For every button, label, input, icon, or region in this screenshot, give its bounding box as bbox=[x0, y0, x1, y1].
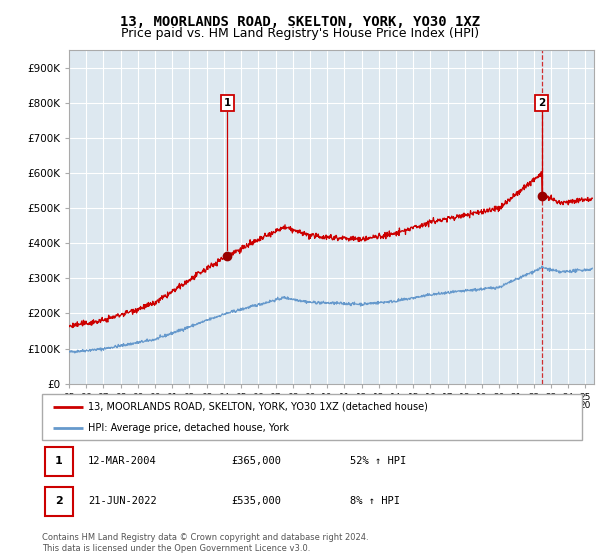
Text: 21-JUN-2022: 21-JUN-2022 bbox=[88, 496, 157, 506]
Text: 2: 2 bbox=[55, 496, 62, 506]
Text: 13, MOORLANDS ROAD, SKELTON, YORK, YO30 1XZ: 13, MOORLANDS ROAD, SKELTON, YORK, YO30 … bbox=[120, 15, 480, 29]
Text: 12-MAR-2004: 12-MAR-2004 bbox=[88, 456, 157, 466]
Bar bbox=[45, 447, 73, 476]
Text: £365,000: £365,000 bbox=[231, 456, 281, 466]
Text: 13, MOORLANDS ROAD, SKELTON, YORK, YO30 1XZ (detached house): 13, MOORLANDS ROAD, SKELTON, YORK, YO30 … bbox=[88, 402, 428, 412]
Text: 1: 1 bbox=[55, 456, 62, 466]
Text: 8% ↑ HPI: 8% ↑ HPI bbox=[350, 496, 400, 506]
Bar bbox=[45, 487, 73, 516]
Text: £535,000: £535,000 bbox=[231, 496, 281, 506]
Text: 52% ↑ HPI: 52% ↑ HPI bbox=[350, 456, 406, 466]
Text: 2: 2 bbox=[538, 98, 545, 108]
Text: HPI: Average price, detached house, York: HPI: Average price, detached house, York bbox=[88, 423, 289, 433]
Text: Price paid vs. HM Land Registry's House Price Index (HPI): Price paid vs. HM Land Registry's House … bbox=[121, 27, 479, 40]
Text: Contains HM Land Registry data © Crown copyright and database right 2024.
This d: Contains HM Land Registry data © Crown c… bbox=[42, 533, 368, 553]
Text: 1: 1 bbox=[224, 98, 231, 108]
